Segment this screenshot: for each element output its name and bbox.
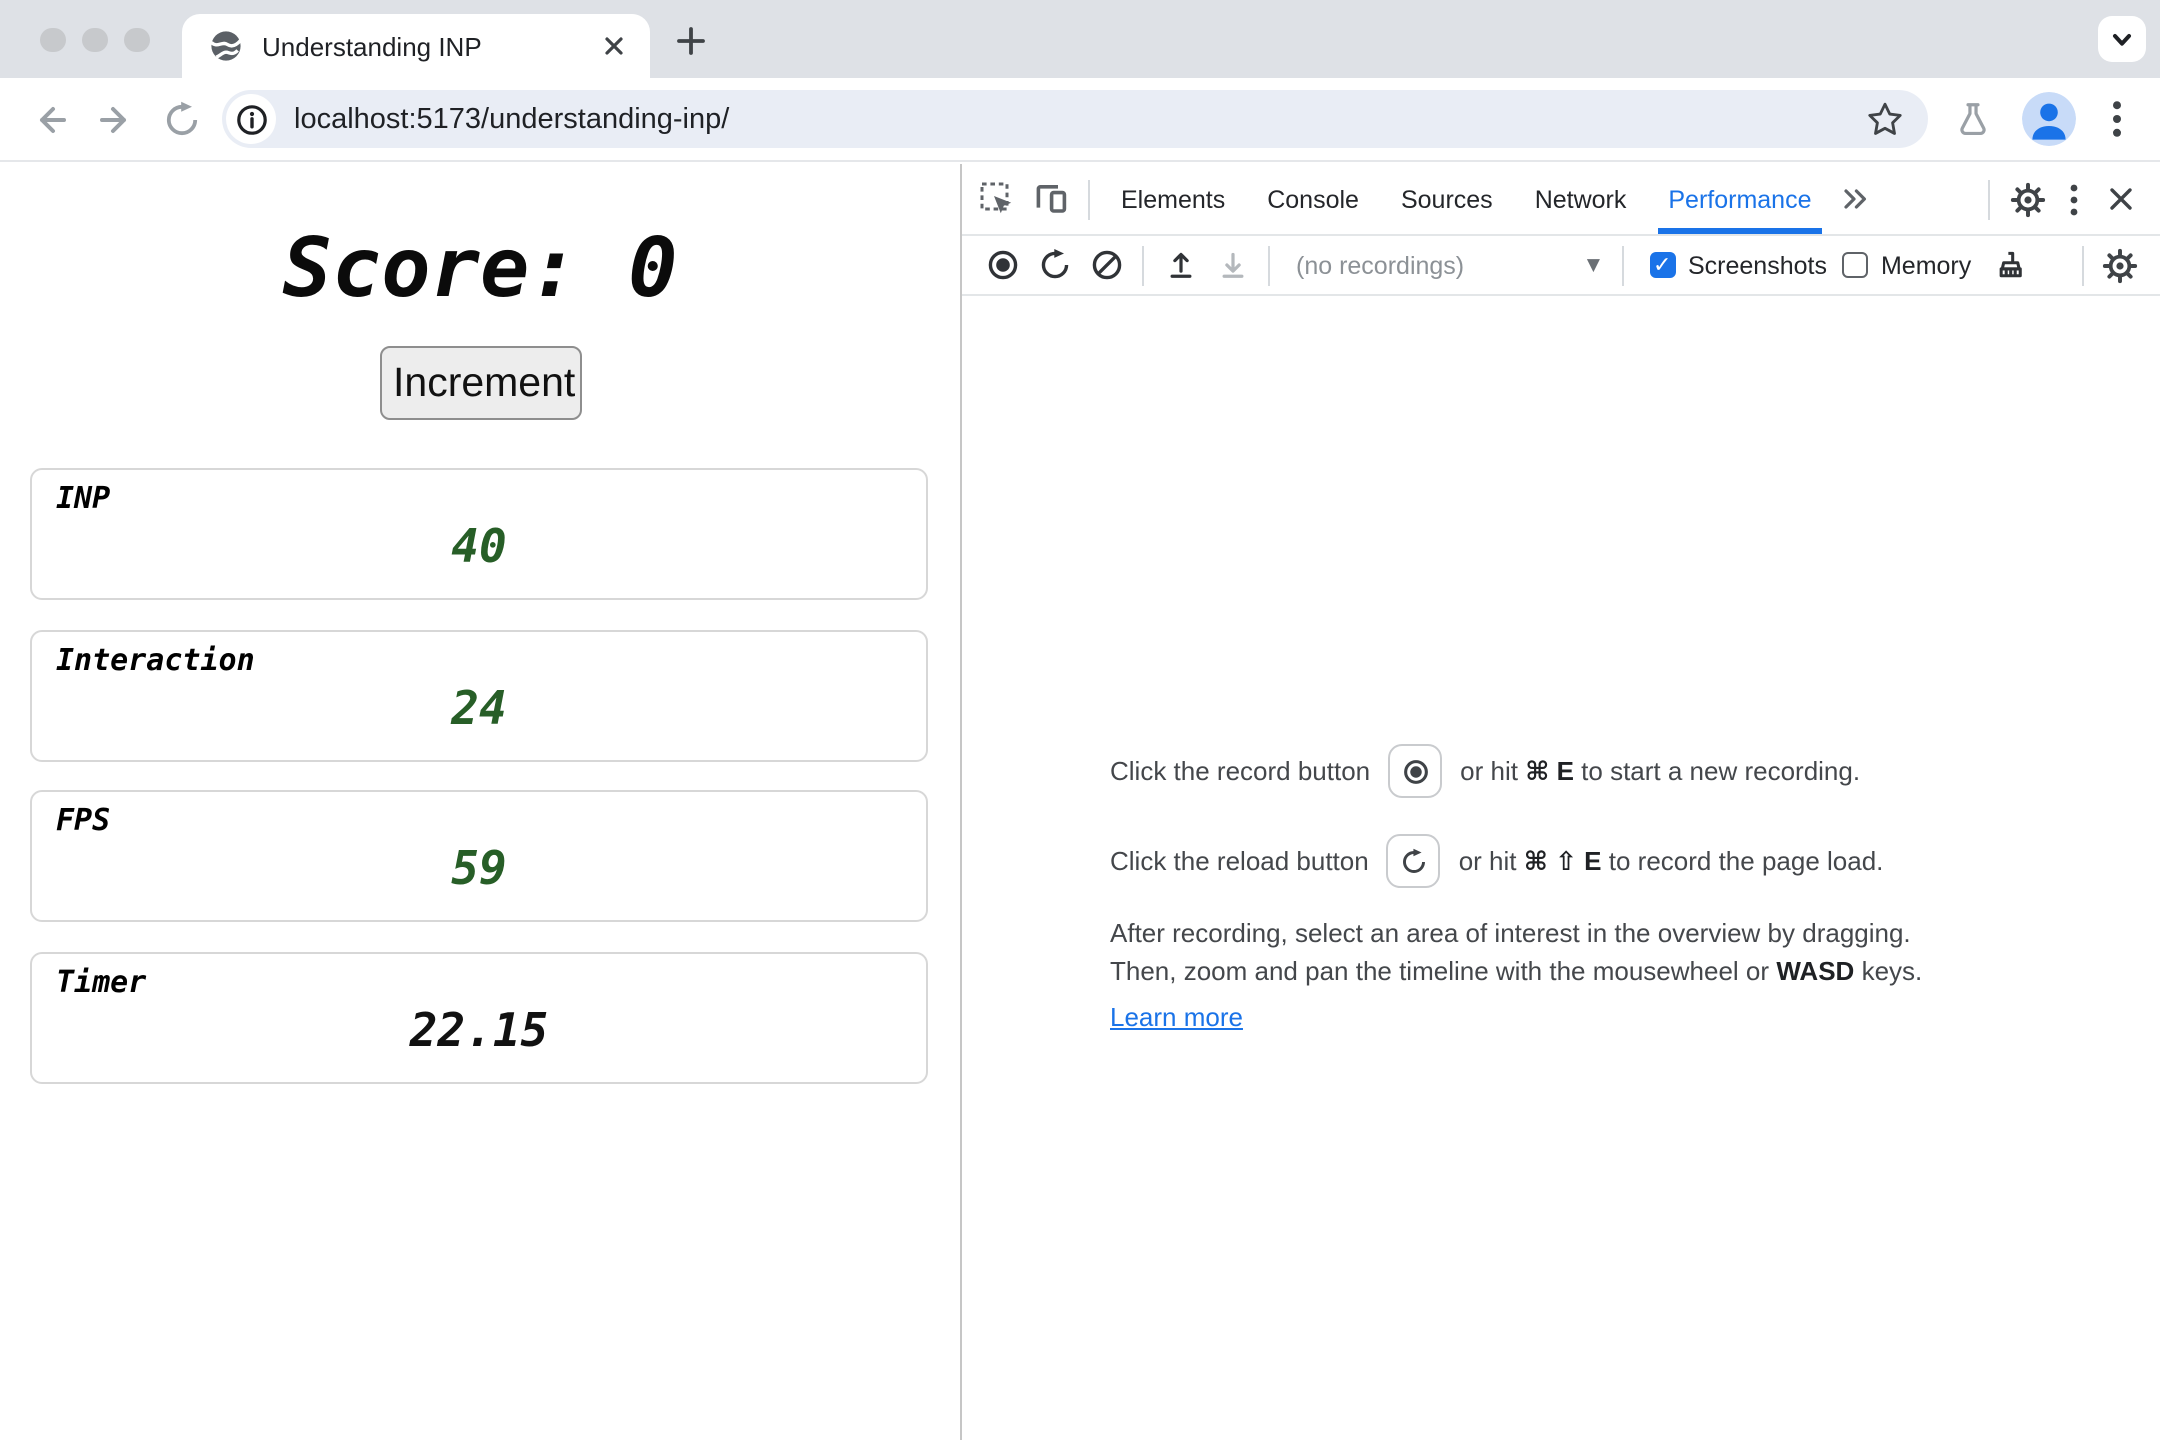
screenshots-checkbox[interactable] (1650, 251, 1676, 278)
score-heading: Score: 0 (282, 220, 678, 316)
metric-card-interaction: Interaction 24 (30, 629, 928, 761)
tab-network[interactable]: Network (1534, 185, 1627, 213)
divider (2082, 245, 2084, 285)
metric-label: Timer (56, 963, 147, 999)
new-tab-button[interactable] (666, 16, 714, 64)
shortcut-keys: ⌘ ⇧ E (1523, 845, 1602, 875)
window-controls (40, 27, 149, 52)
tab-strip: Understanding INP (0, 0, 2160, 78)
browser-toolbar: localhost:5173/understanding-inp/ (0, 78, 2160, 162)
record-reload-button[interactable] (1028, 239, 1080, 291)
divider (1622, 245, 1624, 285)
site-info-icon[interactable] (226, 94, 276, 144)
load-profile-icon[interactable] (1154, 239, 1206, 291)
reload-button[interactable] (148, 86, 214, 152)
inspect-element-icon[interactable] (970, 172, 1024, 226)
back-button[interactable] (16, 86, 82, 152)
window-close-button[interactable] (40, 27, 65, 52)
reload-button-illustration (1386, 834, 1441, 888)
browser-menu-kebab-icon[interactable] (2092, 86, 2140, 152)
metric-value: 59 (451, 844, 507, 896)
tab-close-icon[interactable] (596, 29, 630, 63)
url-text: localhost:5173/understanding-inp/ (294, 103, 730, 135)
divider (1142, 245, 1144, 285)
divider (1088, 179, 1090, 219)
wasd-keys: WASD (1776, 955, 1855, 985)
metric-label: INP (56, 480, 111, 516)
shortcut-keys: ⌘ E (1525, 755, 1574, 785)
metric-value: 24 (451, 683, 507, 735)
window-zoom-button[interactable] (124, 27, 149, 52)
metric-value: 22.15 (409, 1005, 549, 1057)
devtools-close-icon[interactable] (2094, 172, 2148, 226)
browser-content: Score: 0 Increment INP 40 Interaction 24… (0, 164, 2160, 1440)
instruction-record-row: Click the record button or hit ⌘ E to st… (1110, 744, 1922, 798)
devtools-menu-kebab-icon[interactable] (2054, 172, 2094, 226)
devtools-settings-gear-icon[interactable] (2000, 172, 2054, 226)
instruction-paragraph: After recording, select an area of inter… (1110, 916, 1922, 1037)
metric-value: 40 (451, 522, 507, 574)
tab-title: Understanding INP (262, 31, 482, 61)
recordings-select[interactable]: (no recordings) ▼ (1280, 243, 1612, 287)
globe-favicon-icon (210, 30, 242, 62)
device-toolbar-icon[interactable] (1024, 172, 1078, 226)
tab-search-button[interactable] (2098, 16, 2146, 62)
divider (1268, 245, 1270, 285)
performance-landing: Click the record button or hit ⌘ E to st… (962, 296, 2160, 1440)
performance-toolbar: (no recordings) ▼ Screenshots Memory (962, 236, 2160, 296)
record-button-illustration (1388, 744, 1443, 798)
recordings-placeholder: (no recordings) (1296, 251, 1465, 279)
metric-card-timer: Timer 22.15 (30, 951, 928, 1083)
browser-tab[interactable]: Understanding INP (182, 14, 650, 78)
experiments-flask-icon[interactable] (1940, 86, 2006, 152)
devtools-panel: Elements Console Sources Network Perform… (962, 164, 2160, 1440)
metric-card-inp: INP 40 (30, 468, 928, 600)
record-button[interactable] (976, 239, 1028, 291)
metric-label: Interaction (56, 641, 255, 677)
chevron-down-icon: ▼ (1586, 255, 1600, 275)
divider (1988, 179, 1990, 219)
metric-label: FPS (56, 802, 111, 838)
tab-elements[interactable]: Elements (1121, 185, 1226, 213)
bookmark-star-icon[interactable] (1866, 100, 1904, 138)
memory-checkbox[interactable] (1842, 252, 1869, 278)
memory-label: Memory (1880, 251, 1972, 279)
tab-console[interactable]: Console (1267, 185, 1359, 213)
profile-avatar[interactable] (2022, 92, 2076, 146)
screenshots-label: Screenshots (1688, 251, 1827, 279)
garbage-collect-brush-icon[interactable] (1981, 239, 2033, 291)
instruction-reload-row: Click the reload button or hit ⌘ ⇧ E to … (1110, 834, 1922, 888)
forward-button[interactable] (82, 86, 148, 152)
web-page: Score: 0 Increment INP 40 Interaction 24… (0, 164, 962, 1440)
tab-sources[interactable]: Sources (1400, 185, 1493, 213)
window-minimize-button[interactable] (82, 27, 107, 52)
devtools-tabbar: Elements Console Sources Network Perform… (962, 164, 2160, 236)
metric-cards: INP 40 Interaction 24 FPS 59 Timer 22.15 (30, 468, 928, 1083)
increment-button[interactable]: Increment (379, 346, 581, 420)
capture-settings-gear-icon[interactable] (2094, 239, 2146, 291)
learn-more-link[interactable]: Learn more (1110, 1002, 1243, 1032)
metric-card-fps: FPS 59 (30, 790, 928, 922)
save-profile-icon[interactable] (1206, 239, 1258, 291)
more-tabs-icon[interactable] (1833, 172, 1877, 226)
instructions: Click the record button or hit ⌘ E to st… (1110, 744, 1922, 1037)
clear-button[interactable] (1080, 239, 1132, 291)
address-bar[interactable]: localhost:5173/understanding-inp/ (222, 90, 1928, 148)
tab-performance[interactable]: Performance (1647, 164, 1832, 234)
